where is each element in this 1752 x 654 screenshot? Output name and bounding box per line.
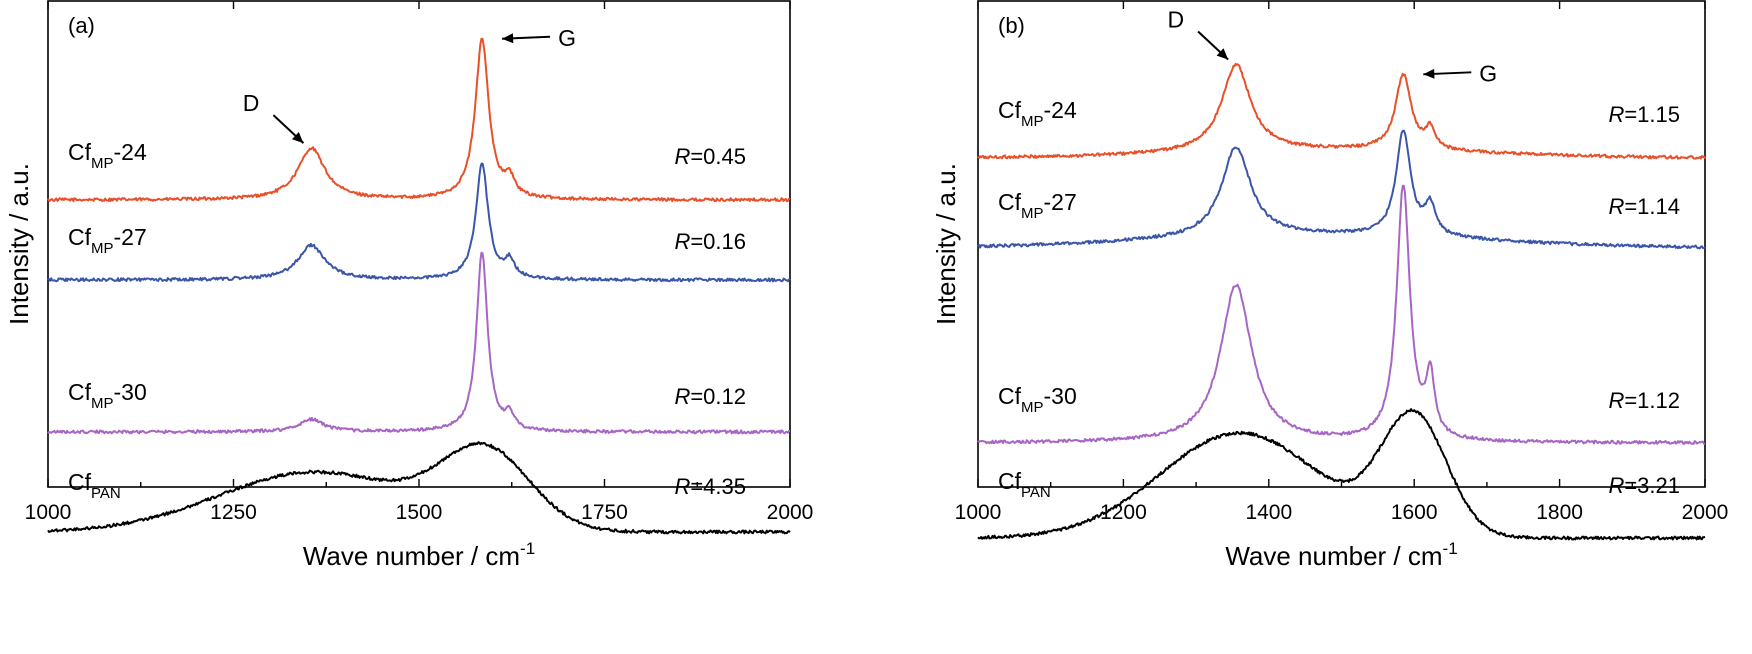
peak-arrow-head: [1216, 48, 1229, 60]
ratio-annotation: R=0.45: [674, 144, 746, 169]
x-tick-label: 1750: [581, 501, 628, 524]
ratio-annotation: R=1.15: [1608, 102, 1680, 127]
x-tick-label: 1200: [1100, 501, 1147, 524]
series-line: [47, 251, 790, 435]
series-line: [47, 37, 791, 203]
peak-label: G: [558, 25, 576, 51]
series-line: [977, 184, 1705, 445]
series-label: CfPAN: [998, 468, 1051, 501]
series-line: [47, 162, 791, 283]
series-line: [977, 129, 1706, 250]
series-label: CfMP-24: [68, 139, 147, 172]
series-line: [977, 408, 1706, 541]
series-label: CfMP-24: [998, 97, 1077, 130]
x-tick-label: 1500: [396, 501, 443, 524]
chart-panel-b: 1000 1200 1400 1600 1800 2000 Wave number / cm…: [931, 0, 1729, 571]
series-line: [977, 62, 1706, 160]
series-label: CfMP-27: [68, 224, 147, 257]
ratio-annotation: R=4.35: [674, 474, 746, 499]
chart-panel-a: 1000 1250 1500 1750 2000 Wave number / cm-1 In…: [4, 0, 814, 571]
peak-arrow-head: [1423, 68, 1435, 79]
ratio-annotation: R=3.21: [1608, 473, 1680, 498]
peak-arrow-head: [292, 132, 304, 144]
x-tick-label: 2000: [767, 501, 814, 524]
x-tick-label: 1250: [210, 501, 257, 524]
panel-label: (b): [998, 13, 1025, 38]
peak-arrow-head: [502, 33, 514, 44]
peak-label: D: [243, 90, 260, 116]
ratio-annotation: R=1.14: [1608, 194, 1680, 219]
x-tick-label: 1400: [1245, 501, 1292, 524]
x-axis-title: Wave number / cm-1: [1225, 539, 1457, 571]
x-tick-label: 1000: [25, 501, 72, 524]
y-axis-title: Intensity / a.u.: [931, 163, 961, 325]
x-tick-label: 1600: [1391, 501, 1438, 524]
series-label: CfPAN: [68, 469, 121, 502]
y-axis-title: Intensity / a.u.: [4, 163, 34, 325]
ratio-annotation: R=0.12: [674, 384, 746, 409]
x-tick-label: 1800: [1536, 501, 1583, 524]
series-label: CfMP-30: [998, 383, 1077, 416]
ratio-annotation: R=1.12: [1608, 388, 1680, 413]
series-label: CfMP-30: [68, 379, 147, 412]
ratio-annotation: R=0.16: [674, 229, 746, 254]
panel-label: (a): [68, 13, 95, 38]
series-label: CfMP-27: [998, 189, 1077, 222]
x-axis-title: Wave number / cm-1: [303, 539, 535, 571]
peak-label: D: [1167, 6, 1184, 32]
x-tick-label: 1000: [955, 501, 1002, 524]
series-line: [47, 441, 791, 535]
peak-label: G: [1479, 60, 1497, 86]
x-tick-label: 2000: [1682, 501, 1729, 524]
